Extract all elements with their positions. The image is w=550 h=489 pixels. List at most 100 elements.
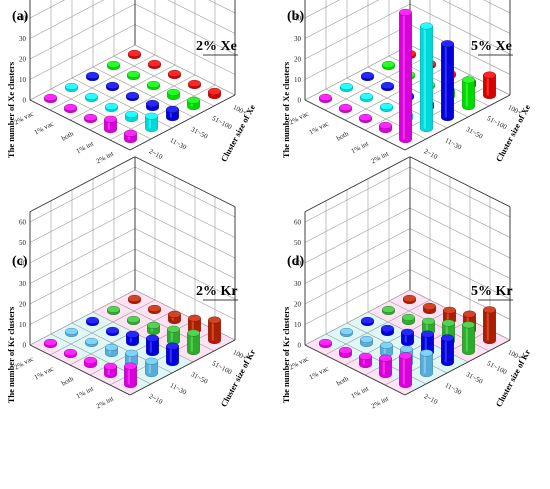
grid-line — [134, 269, 236, 320]
bar-highlight — [445, 323, 448, 342]
bar — [44, 338, 57, 348]
bar-highlight — [211, 320, 214, 341]
bar — [106, 81, 119, 91]
x-category-label: 2% vac — [288, 110, 310, 127]
bar — [359, 352, 372, 368]
y-tick-label: 40 — [19, 260, 27, 268]
bar — [381, 81, 394, 91]
bar-top — [339, 346, 352, 354]
bar-top — [85, 92, 98, 100]
size-category-label: 51~100 — [486, 114, 509, 131]
grid-line — [29, 187, 136, 243]
y-tick-label: 0 — [23, 97, 27, 105]
x-category-label: 1% int — [350, 140, 370, 156]
bars — [44, 49, 221, 143]
size-category-label: 11~30 — [169, 381, 189, 397]
bar-top — [400, 345, 413, 353]
bar-highlight — [423, 353, 426, 374]
bar-top — [65, 327, 78, 335]
bar-highlight — [444, 337, 447, 363]
x-category-label: 2% vac — [13, 355, 35, 372]
x-category-label: 2% vac — [13, 110, 35, 127]
bar — [104, 115, 117, 133]
grid-line — [134, 207, 236, 259]
bar-top — [104, 362, 117, 370]
panel-label: (a) — [12, 9, 29, 24]
grid-line — [29, 166, 136, 223]
bar — [483, 306, 496, 344]
bar — [147, 80, 160, 90]
y-tick-label: 10 — [19, 76, 27, 84]
y-tick-label: 60 — [294, 219, 302, 227]
panel-label: (b) — [287, 9, 304, 24]
size-category-label: 2~10 — [148, 147, 165, 161]
size-category-label: 11~30 — [444, 136, 464, 152]
bar — [64, 103, 77, 113]
bar — [44, 93, 57, 103]
bar-top — [421, 330, 434, 338]
bar-top — [340, 82, 353, 90]
axis-edge — [29, 156, 136, 213]
bar-top — [381, 324, 394, 332]
bar-top — [208, 87, 221, 95]
bar — [84, 113, 97, 123]
grid-line — [304, 269, 411, 325]
y-axis-label: The number of Xe clusters — [281, 61, 291, 158]
axis-edge — [304, 156, 411, 213]
y-tick-label: 10 — [294, 321, 302, 329]
bar-highlight — [402, 12, 405, 140]
y-tick-label: 50 — [19, 0, 27, 2]
bar-top — [84, 356, 97, 364]
grid-line — [29, 207, 136, 264]
bar — [125, 110, 138, 122]
y-tick-label: 20 — [294, 56, 302, 64]
bar — [339, 103, 352, 113]
axis-edge — [409, 156, 511, 208]
x-category-label: 2% int — [370, 395, 390, 411]
grid-line — [134, 187, 236, 238]
bar-top — [359, 352, 372, 360]
bar-top — [105, 102, 118, 110]
panel-label: (d) — [287, 254, 304, 269]
x-category-label: 1% vac — [33, 120, 55, 137]
bar-top — [145, 357, 158, 365]
bar-top — [187, 96, 200, 104]
bar-top — [44, 338, 57, 346]
floor-grid-line — [304, 289, 411, 346]
bar — [166, 342, 179, 366]
panel-title: 2% Kr — [196, 284, 238, 299]
grid-line — [304, 207, 411, 264]
size-category-label: 11~30 — [169, 136, 189, 152]
bar — [146, 99, 159, 111]
y-tick-label: 40 — [294, 15, 302, 23]
floor-grid-line — [364, 74, 471, 131]
grid-line — [134, 228, 236, 279]
size-category-label: 51~100 — [211, 359, 234, 376]
size-category-label: 2~10 — [423, 147, 440, 161]
bar-top — [483, 306, 496, 314]
x-category-label: both — [335, 374, 350, 387]
bars — [319, 294, 496, 388]
floor-grid-line — [324, 299, 431, 356]
x-category-label: 1% int — [75, 140, 95, 156]
bar — [86, 71, 99, 81]
bar-highlight — [404, 332, 407, 343]
bar-top — [319, 338, 332, 346]
grid-line — [483, 0, 511, 14]
y-tick-label: 10 — [19, 321, 27, 329]
bar-top — [423, 302, 436, 310]
panel-label: (c) — [12, 254, 28, 269]
floor-grid-line — [49, 299, 156, 356]
bar-top — [124, 129, 137, 137]
bar-top — [361, 71, 374, 79]
y-tick-label: 0 — [23, 342, 27, 350]
bar — [127, 70, 140, 80]
panel-title: 2% Xe — [196, 39, 237, 54]
grid-line — [409, 3, 511, 55]
y-tick-label: 20 — [294, 301, 302, 309]
bar-body — [441, 337, 454, 366]
grid-line — [29, 0, 105, 39]
bar — [382, 305, 395, 315]
bar-highlight — [128, 353, 131, 364]
bar-top — [64, 348, 77, 356]
